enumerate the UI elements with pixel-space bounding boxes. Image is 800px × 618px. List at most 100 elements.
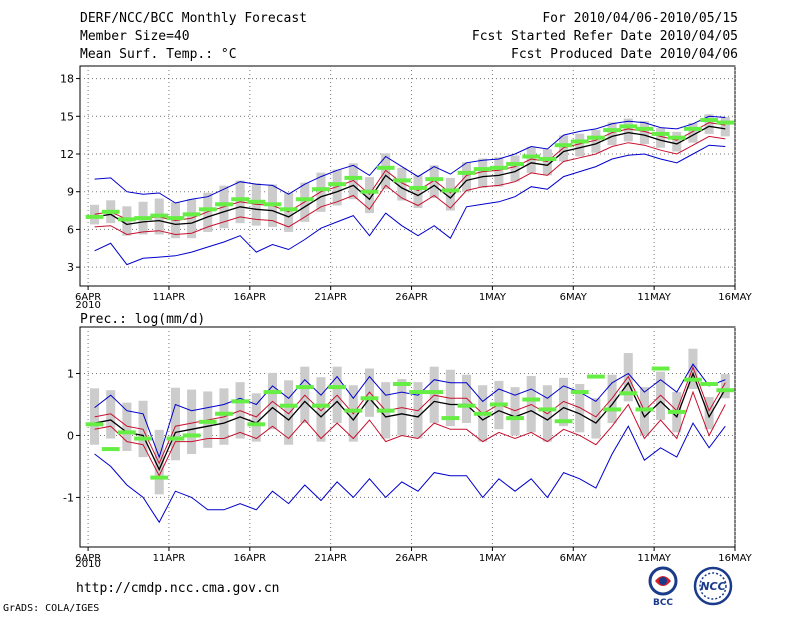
obs-marker: [635, 407, 654, 412]
ensemble-bar: [656, 128, 666, 148]
obs-marker: [425, 390, 444, 395]
obs-marker: [328, 385, 347, 390]
y-tick-label: 0: [67, 429, 74, 442]
panel-subtitle: Prec.: log(mm/d): [80, 312, 205, 327]
series-line-outer-lower: [94, 422, 726, 524]
obs-marker: [651, 131, 670, 136]
variable-label: Mean Surf. Temp.: °C: [80, 47, 237, 62]
obs-marker: [506, 162, 524, 167]
obs-marker: [101, 447, 120, 452]
obs-marker: [295, 385, 314, 390]
obs-marker: [392, 178, 411, 183]
x-tick-label: 11MAY: [637, 553, 671, 564]
obs-marker: [441, 188, 460, 193]
obs-marker: [700, 382, 719, 387]
obs-marker: [635, 126, 654, 131]
obs-marker: [263, 390, 282, 395]
obs-marker: [457, 403, 476, 408]
obs-marker: [198, 207, 217, 212]
obs-marker: [231, 399, 250, 404]
obs-marker: [215, 411, 233, 416]
ensemble-bar: [494, 157, 504, 187]
obs-marker: [570, 390, 589, 395]
x-tick-label: 21APR: [314, 553, 347, 564]
x-tick-label: 16MAY: [718, 553, 752, 564]
ensemble-bar: [639, 121, 649, 144]
ensemble-bar: [251, 393, 261, 442]
obs-marker: [198, 419, 217, 424]
x-tick-label: 21APR: [314, 292, 347, 303]
obs-marker: [85, 422, 104, 427]
ensemble-bar: [170, 387, 180, 461]
ensemble-bar: [413, 175, 423, 209]
obs-marker: [166, 436, 185, 441]
obs-marker: [409, 390, 427, 395]
grads-credit: GrADS: COLA/IGES: [3, 603, 100, 614]
obs-marker: [295, 197, 314, 202]
ensemble-bar: [591, 398, 601, 439]
obs-marker: [425, 177, 444, 182]
obs-marker: [489, 402, 508, 407]
obs-marker: [263, 202, 282, 207]
ensemble-bar: [526, 146, 536, 173]
ensemble-bar: [397, 167, 407, 201]
ensemble-bar: [720, 116, 730, 137]
x-tick-label: 26APR: [395, 292, 428, 303]
ensemble-bar: [332, 169, 342, 206]
ensemble-bar: [187, 199, 197, 239]
obs-marker: [667, 409, 686, 414]
ensemble-bar: [607, 122, 617, 146]
y-tick-label: -1: [63, 491, 74, 504]
obs-marker: [473, 167, 492, 172]
obs-marker: [716, 120, 735, 125]
obs-marker: [328, 182, 347, 187]
source-url[interactable]: http://cmdp.ncc.cma.gov.cn: [76, 581, 280, 596]
y-tick-label: 15: [60, 110, 74, 123]
ensemble-bar: [462, 162, 472, 192]
x-year-label: 2010: [75, 559, 100, 570]
obs-marker: [684, 126, 702, 131]
obs-marker: [279, 403, 298, 408]
bcc-logo-icon: BCC: [648, 566, 678, 607]
obs-marker: [506, 416, 524, 421]
obs-marker: [409, 185, 427, 190]
obs-marker: [489, 165, 508, 170]
x-tick-label: 6MAY: [560, 292, 588, 303]
obs-marker: [441, 416, 460, 421]
chart-panel-1: 3 6 9 12 15 18 6APR 11APR 16APR 21APR 26APR 1MAY 6MA…: [60, 65, 753, 327]
ensemble-bar: [90, 204, 100, 225]
ensemble-bar: [559, 135, 569, 162]
ensemble-bar: [478, 158, 488, 188]
obs-marker: [312, 187, 330, 192]
ensemble-bar: [429, 165, 439, 198]
y-tick-label: 1: [67, 367, 74, 380]
obs-marker: [150, 475, 169, 480]
plot-frame: [79, 65, 736, 287]
forecast-produced-label: Fcst Produced Date 2010/04/06: [511, 47, 738, 62]
x-tick-label: 1MAY: [479, 553, 507, 564]
obs-marker: [118, 217, 136, 222]
obs-marker: [587, 135, 605, 140]
obs-marker: [651, 366, 670, 371]
obs-marker: [182, 212, 201, 217]
obs-marker: [376, 165, 395, 170]
obs-marker: [684, 377, 702, 382]
obs-marker: [522, 397, 541, 402]
ensemble-bar: [284, 380, 294, 445]
series-line-outer-upper: [94, 115, 726, 204]
ensemble-bar: [688, 123, 698, 143]
x-tick-label: 6APR: [75, 553, 101, 564]
ensemble-bar: [704, 114, 714, 134]
x-tick-label: 16APR: [234, 292, 267, 303]
chart-title: DERF/NCC/BCC Monthly Forecast: [80, 11, 307, 26]
obs-marker: [587, 374, 605, 379]
obs-marker: [118, 430, 136, 435]
obs-marker: [182, 433, 201, 438]
y-tick-label: 6: [67, 223, 74, 236]
obs-marker: [603, 407, 621, 412]
obs-marker: [554, 143, 573, 148]
series-line-inner-lower: [94, 135, 726, 236]
obs-marker: [247, 422, 266, 427]
